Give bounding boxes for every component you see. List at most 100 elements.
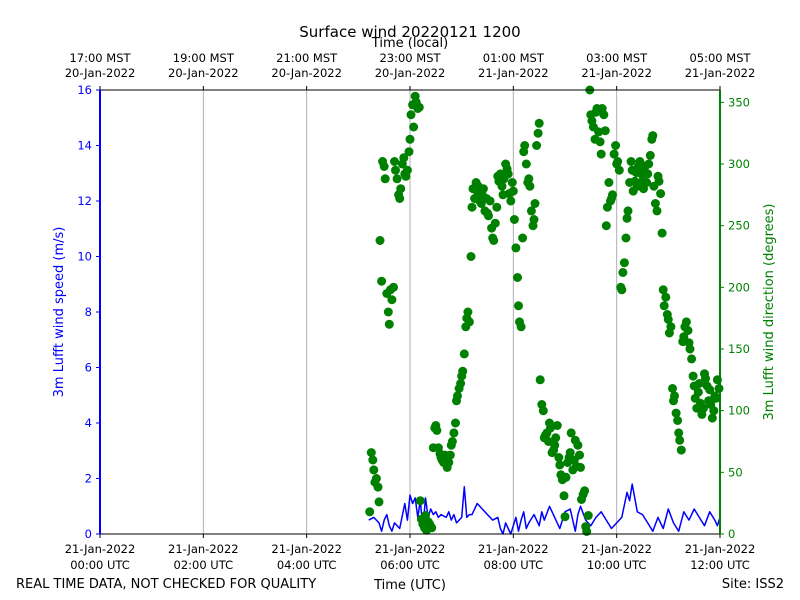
wind-direction-point — [497, 181, 507, 191]
wind-speed-series — [368, 483, 721, 535]
wind-direction-point — [402, 165, 412, 175]
wind-direction-point — [676, 445, 686, 455]
wind-direction-point — [396, 184, 406, 194]
wind-direction-point — [645, 150, 655, 160]
wind-direction-point — [427, 523, 437, 533]
y-tick-label-left: 0 — [85, 527, 92, 541]
wind-direction-point — [524, 174, 534, 184]
wind-direction-point — [377, 276, 387, 286]
wind-speed-line — [368, 483, 721, 535]
wind-direction-point — [711, 393, 721, 403]
x-tick-label-top-time: 19:00 MST — [173, 51, 235, 65]
wind-direction-point — [525, 181, 535, 191]
wind-direction-point — [432, 425, 442, 435]
wind-direction-point — [371, 474, 381, 483]
wind-direction-point — [375, 236, 385, 245]
wind-direction-point — [506, 196, 516, 206]
wind-direction-point — [379, 162, 389, 171]
y-tick-label-right: 150 — [728, 342, 750, 356]
wind-direction-point — [532, 141, 542, 150]
wind-direction-point — [668, 384, 677, 393]
wind-direction-point — [659, 301, 669, 311]
wind-direction-point — [652, 206, 662, 216]
wind-direction-point — [576, 462, 585, 472]
wind-direction-point — [637, 169, 646, 179]
wind-direction-point — [621, 233, 631, 243]
wind-direction-point — [550, 440, 560, 450]
wind-direction-point — [618, 268, 628, 277]
wind-direction-point — [596, 149, 606, 159]
wind-direction-point — [552, 421, 562, 430]
wind-direction-point — [644, 159, 654, 169]
wind-direction-point — [503, 169, 513, 179]
x-tick-label-top-date: 21-Jan-2022 — [685, 66, 756, 80]
wind-direction-point — [681, 317, 691, 327]
wind-direction-point — [399, 153, 409, 163]
wind-direction-point — [520, 141, 530, 150]
x-tick-label-bottom-time: 02:00 UTC — [174, 558, 234, 572]
x-tick-label-top-time: 23:00 MST — [379, 51, 441, 65]
x-tick-label-bottom-time: 00:00 UTC — [70, 558, 130, 572]
wind-direction-point — [604, 178, 614, 187]
wind-direction-point — [406, 110, 416, 120]
x-tick-label-top-date: 20-Jan-2022 — [65, 66, 136, 80]
x-tick-label-bottom-date: 21-Jan-2022 — [685, 542, 756, 556]
wind-direction-point — [509, 215, 519, 224]
y-tick-label-right: 350 — [728, 95, 750, 109]
site-label: Site: ISS2 — [722, 577, 784, 592]
wind-direction-point — [535, 375, 545, 385]
wind-direction-point — [626, 157, 636, 166]
wind-direction-point — [705, 385, 715, 395]
wind-direction-point — [414, 102, 424, 112]
wind-direction-point — [449, 428, 459, 438]
wind-direction-point — [463, 307, 473, 317]
wind-direction-point — [380, 174, 390, 184]
wind-direction-point — [619, 258, 629, 268]
wind-direction-point — [643, 169, 653, 179]
x-tick-label-top-date: 20-Jan-2022 — [271, 66, 342, 80]
wind-direction-point — [551, 433, 561, 443]
wind-direction-point — [383, 307, 393, 317]
wind-direction-point — [566, 428, 576, 438]
wind-direction-point — [693, 387, 703, 397]
wind-direction-point — [467, 202, 477, 212]
wind-direction-point — [538, 406, 548, 416]
wind-direction-point — [409, 122, 419, 132]
x-tick-label-bottom-date: 21-Jan-2022 — [581, 542, 652, 556]
wind-direction-point — [599, 110, 609, 120]
wind-direction-point — [415, 496, 425, 506]
y-tick-label-right: 50 — [728, 465, 743, 479]
wind-direction-point — [373, 482, 383, 492]
wind-direction-point — [445, 450, 455, 460]
x-tick-label-bottom-time: 12:00 UTC — [690, 558, 750, 572]
wind-direction-point — [387, 295, 397, 305]
wind-direction-point — [671, 408, 681, 418]
wind-direction-point — [707, 413, 717, 423]
x-tick-label-top-date: 20-Jan-2022 — [168, 66, 239, 80]
y-tick-label-left: 16 — [77, 83, 92, 97]
wind-direction-point — [392, 174, 402, 184]
x-tick-label-bottom-date: 21-Jan-2022 — [478, 542, 549, 556]
wind-direction-point — [701, 374, 710, 384]
wind-direction-point — [404, 147, 414, 157]
y-tick-label-right: 250 — [728, 219, 750, 233]
wind-direction-point — [526, 206, 536, 216]
y-tick-label-left: 4 — [85, 416, 92, 430]
chart-title: Surface wind 20220121 1200 — [299, 23, 520, 41]
wind-direction-point — [608, 190, 617, 200]
wind-direction-point — [466, 252, 476, 261]
wind-direction-point — [384, 319, 394, 329]
wind-direction-point — [389, 282, 398, 292]
x-tick-label-top-time: 01:00 MST — [483, 51, 545, 65]
y-tick-label-left: 2 — [85, 472, 92, 486]
wind-direction-point — [561, 472, 571, 482]
wind-direction-point — [458, 366, 468, 376]
wind-direction-point — [601, 221, 611, 231]
wind-direction-point — [391, 165, 400, 175]
quality-disclaimer: REAL TIME DATA, NOT CHECKED FOR QUALITY — [16, 577, 316, 592]
wind-direction-point — [699, 403, 708, 413]
wind-direction-point — [478, 184, 488, 194]
wind-direction-point — [642, 178, 652, 187]
x-tick-label-top-time: 05:00 MST — [689, 51, 751, 65]
wind-direction-point — [673, 416, 683, 425]
